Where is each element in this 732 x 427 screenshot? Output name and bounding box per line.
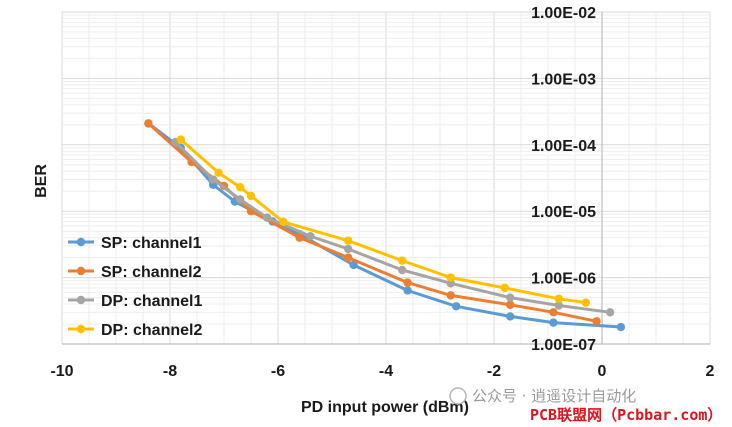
data-point <box>236 182 245 192</box>
watermark-account: 公众号 · 逍遥设计自动化 <box>449 387 636 405</box>
data-point <box>176 135 185 144</box>
data-point <box>403 278 412 287</box>
y-tick-label: 1.00E-04 <box>531 138 596 155</box>
data-point <box>344 253 353 262</box>
axes <box>62 12 710 345</box>
data-point <box>306 232 315 241</box>
x-tick-label: -10 <box>50 363 73 380</box>
x-tick-label: 0 <box>598 363 607 380</box>
data-point <box>605 308 615 317</box>
x-tick-label: -6 <box>271 363 285 380</box>
data-point <box>452 302 461 311</box>
x-tick-label: -2 <box>487 363 501 380</box>
data-point <box>403 286 412 295</box>
data-point <box>263 213 272 222</box>
watermark-site-text: PCB联盟网（Pcbbar.com） <box>530 406 722 424</box>
legend-swatch-marker <box>76 295 86 305</box>
watermark-account-text: 公众号 · 逍遥设计自动化 <box>472 387 636 405</box>
data-point <box>344 244 353 254</box>
data-point <box>349 260 358 270</box>
wechat-icon <box>449 387 467 405</box>
data-point <box>446 273 455 282</box>
y-tick-label: 1.00E-03 <box>531 71 596 88</box>
series-dp-channel1 <box>171 137 615 317</box>
data-point <box>592 317 601 326</box>
legend-swatch-marker <box>76 266 86 276</box>
legend-swatch-marker <box>76 324 86 334</box>
legend-item: DP: channel2 <box>68 322 202 339</box>
data-point <box>279 217 288 227</box>
series-dp-channel2 <box>176 135 590 307</box>
legend-label: SP: channel2 <box>101 264 202 281</box>
x-tick-label: -4 <box>379 363 393 380</box>
data-point <box>144 119 153 128</box>
data-point <box>506 300 515 309</box>
data-point <box>446 291 455 300</box>
legend-item: SP: channel2 <box>68 264 202 281</box>
legend-item: DP: channel1 <box>68 293 202 310</box>
legend-swatch-marker <box>76 237 86 247</box>
data-point <box>246 191 256 201</box>
tick-labels: -10 -8 -6 -4 -2 0 2 1.00E-07 1.00E-06 1.00E-05 1.0… <box>50 5 714 380</box>
data-point <box>344 236 353 245</box>
data-point <box>209 175 218 184</box>
x-tick-label: -8 <box>163 363 177 380</box>
x-tick-label: 2 <box>706 363 715 380</box>
data-point <box>554 294 563 303</box>
legend: SP: channel1 SP: channel2 DP: channel1 DP: … <box>68 235 202 339</box>
data-point <box>398 256 407 265</box>
series <box>144 119 626 332</box>
data-point <box>295 233 304 242</box>
data-point <box>398 265 407 275</box>
legend-label: DP: channel1 <box>101 293 202 310</box>
y-tick-label: 1.00E-02 <box>531 5 596 22</box>
data-point <box>549 318 558 327</box>
data-point <box>236 195 245 204</box>
legend-label: SP: channel1 <box>101 235 202 252</box>
legend-item: SP: channel1 <box>68 235 202 252</box>
y-tick-label: 1.00E-07 <box>531 337 596 354</box>
y-axis-title: BER <box>33 164 50 198</box>
data-point <box>506 312 515 321</box>
data-point <box>500 283 509 293</box>
data-point <box>581 298 590 307</box>
y-tick-label: 1.00E-06 <box>531 271 596 288</box>
data-point <box>506 293 515 302</box>
data-point <box>549 308 558 317</box>
x-axis-title: PD input power (dBm) <box>301 399 469 416</box>
data-point <box>554 301 563 310</box>
data-point <box>616 322 626 332</box>
data-point <box>214 168 223 177</box>
y-tick-label: 1.00E-05 <box>531 204 596 221</box>
legend-label: DP: channel2 <box>101 322 202 339</box>
